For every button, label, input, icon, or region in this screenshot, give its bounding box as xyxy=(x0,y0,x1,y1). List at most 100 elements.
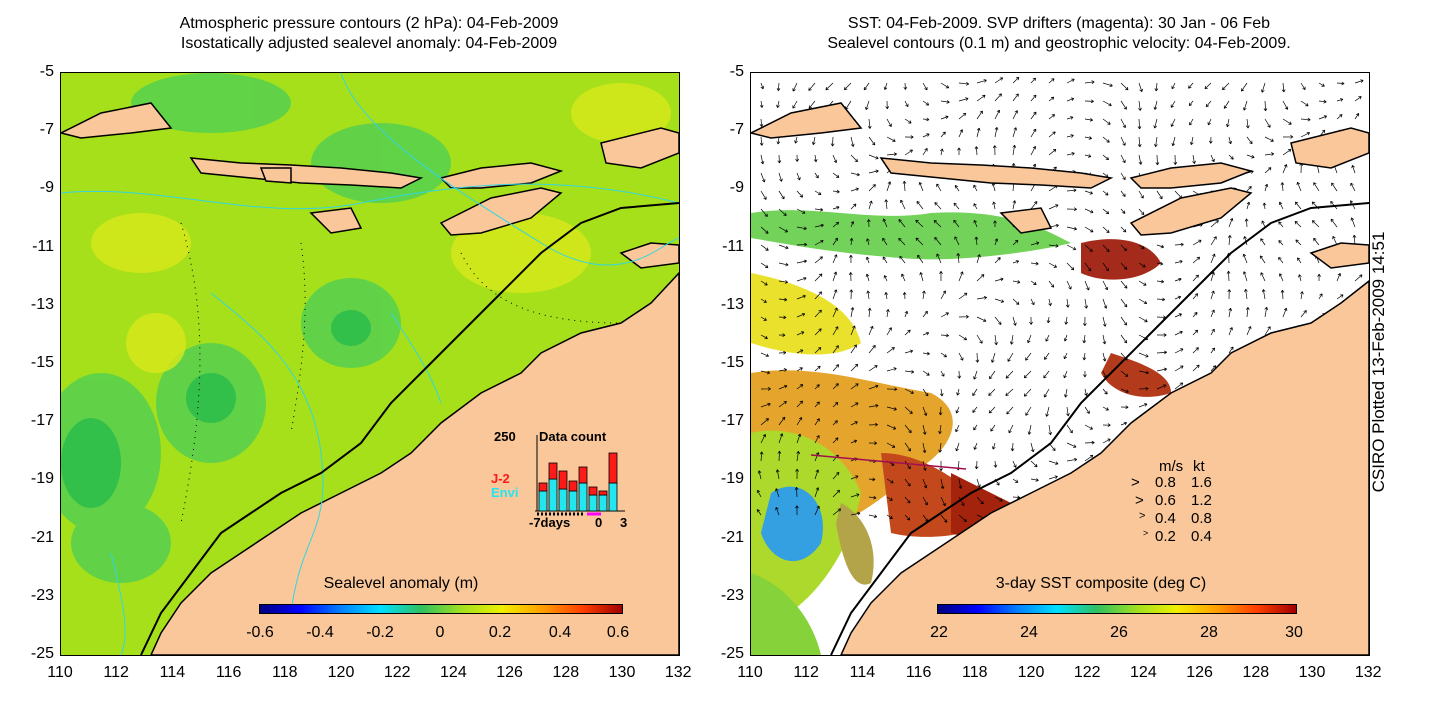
velocity-arrow xyxy=(850,307,855,318)
velocity-arrow xyxy=(1066,442,1077,448)
velocity-row-ms: 0.6 xyxy=(1155,492,1176,509)
velocity-arrow xyxy=(1066,188,1077,193)
velocity-arrow xyxy=(850,221,855,228)
velocity-arrow xyxy=(814,365,821,372)
velocity-arrow xyxy=(1066,78,1075,84)
velocity-arrow xyxy=(778,416,786,426)
sealevel-tick: -0.2 xyxy=(366,624,394,641)
velocity-arrow xyxy=(958,514,967,522)
velocity-arrow xyxy=(1264,326,1271,336)
y-tick-label: -15 xyxy=(720,354,744,371)
velocity-arrow xyxy=(777,450,782,462)
velocity-arrow xyxy=(865,100,870,110)
velocity-arrow xyxy=(1156,333,1167,337)
y-tick-label: -11 xyxy=(32,237,54,255)
velocity-arrow xyxy=(904,424,912,434)
velocity-arrow xyxy=(1082,334,1087,344)
velocity-arrow xyxy=(1311,220,1320,228)
velocity-arrow xyxy=(778,280,788,284)
x-tick-label: 126 xyxy=(496,664,523,681)
velocity-arrow xyxy=(1012,110,1018,120)
velocity-arrow xyxy=(1155,154,1160,166)
velocity-arrow xyxy=(1243,100,1248,111)
velocity-arrow xyxy=(1354,274,1363,282)
velocity-arrow xyxy=(796,190,804,198)
velocity-arrow xyxy=(1102,244,1110,253)
velocity-arrow xyxy=(814,239,824,246)
velocity-arrow xyxy=(883,275,888,282)
velocity-arrow xyxy=(796,384,804,390)
velocity-arrow xyxy=(825,82,834,91)
velocity-arrow xyxy=(1025,352,1032,361)
velocity-arrow xyxy=(1222,82,1230,91)
velocity-arrow xyxy=(883,82,888,90)
velocity-arrow xyxy=(1246,326,1252,336)
velocity-arrow xyxy=(904,149,913,156)
velocity-arrow xyxy=(760,82,765,90)
inset-xlabel-end: 3 xyxy=(620,515,628,530)
velocity-arrow xyxy=(900,199,906,210)
velocity-arrow xyxy=(1228,217,1234,228)
velocity-arrow xyxy=(1296,181,1302,192)
velocity-arrow xyxy=(814,328,822,336)
velocity-arrow xyxy=(989,370,996,380)
velocity-arrow xyxy=(1313,182,1320,192)
velocity-arrow xyxy=(1138,208,1145,216)
velocity-arrow xyxy=(775,488,780,498)
velocity-arrow xyxy=(850,493,860,498)
velocity-arrow xyxy=(760,262,769,268)
velocity-arrow xyxy=(868,514,878,519)
velocity-arrow xyxy=(939,271,943,282)
velocity-arrow xyxy=(1084,154,1092,158)
velocity-arrow xyxy=(904,349,914,354)
velocity-arrow xyxy=(953,202,960,210)
velocity-arrow xyxy=(994,238,999,246)
velocity-arrow xyxy=(1138,262,1146,268)
velocity-arrow xyxy=(1260,238,1266,246)
velocity-arrow xyxy=(886,118,892,127)
sst-tick: 22 xyxy=(930,624,948,641)
velocity-arrow xyxy=(955,424,960,433)
velocity-arrow xyxy=(955,442,960,452)
velocity-arrow xyxy=(1245,118,1250,129)
velocity-arrow xyxy=(760,172,766,183)
velocity-arrow xyxy=(1210,236,1217,246)
velocity-arrow xyxy=(868,184,876,192)
velocity-arrow xyxy=(1192,274,1199,282)
velocity-arrow xyxy=(1192,312,1198,318)
velocity-arrow xyxy=(1120,154,1126,164)
velocity-arrow xyxy=(1188,82,1194,89)
velocity-arrow xyxy=(958,271,964,282)
velocity-arrow xyxy=(1048,280,1055,288)
velocity-arrow xyxy=(958,352,964,361)
velocity-arrow xyxy=(1297,257,1302,264)
velocity-arrow xyxy=(1138,403,1148,408)
velocity-arrow xyxy=(904,100,909,108)
x-tick-label: 116 xyxy=(215,664,242,681)
velocity-arrow xyxy=(940,370,945,377)
velocity-arrow xyxy=(1264,152,1275,156)
velocity-arrow xyxy=(1084,440,1095,445)
velocity-arrow xyxy=(1295,239,1302,246)
velocity-arrow xyxy=(792,82,798,92)
velocity-arrow xyxy=(922,388,929,397)
velocity-arrow xyxy=(954,236,960,246)
velocity-arrow xyxy=(922,370,930,376)
sealevel-tick: 0.4 xyxy=(548,624,572,641)
velocity-arrow xyxy=(1173,154,1178,165)
velocity-arrow xyxy=(956,253,961,264)
velocity-arrow xyxy=(973,203,978,210)
velocity-arrow xyxy=(915,219,924,228)
velocity-arrow xyxy=(1280,182,1285,192)
velocity-arrow xyxy=(1102,208,1110,215)
velocity-arrow xyxy=(904,370,915,374)
y-tick-label: -21 xyxy=(720,528,744,546)
velocity-arrow xyxy=(1084,80,1095,84)
velocity-arrow xyxy=(778,226,789,233)
velocity-arrow xyxy=(868,345,876,354)
x-tick-label: 118 xyxy=(272,664,298,681)
velocity-arrow xyxy=(832,508,842,516)
velocity-arrow xyxy=(778,368,787,372)
velocity-arrow xyxy=(994,93,1002,102)
velocity-arrow xyxy=(1156,384,1167,390)
